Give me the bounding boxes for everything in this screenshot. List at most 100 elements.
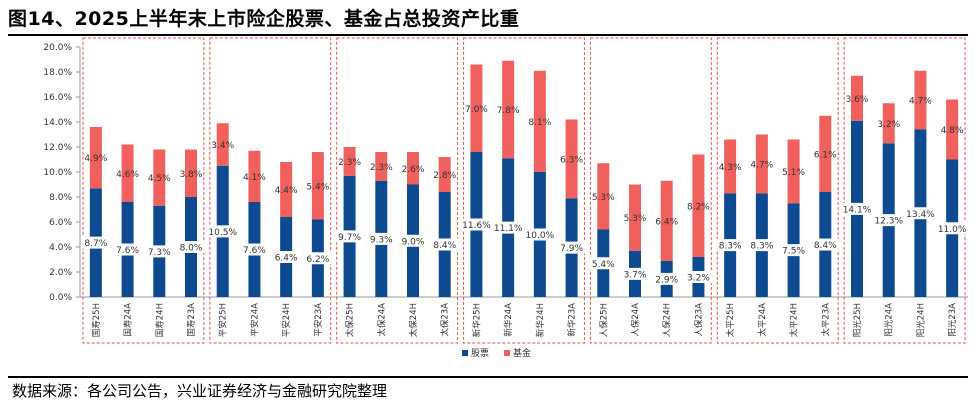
stock-data-label: 7.6% [116,246,139,256]
fund-data-label: 2.8% [433,171,456,181]
bar-fund [248,150,261,202]
stock-label-bg [112,243,143,256]
bar-fund [185,149,197,197]
fund-data-label: 6.3% [560,155,583,165]
fund-data-label: 4.9% [84,154,107,164]
stock-data-label: 8.3% [750,242,773,252]
y-tick-label: 8.0% [49,193,72,203]
fund-data-label: 5.3% [624,214,647,224]
stock-data-label: 7.9% [560,244,583,254]
fund-data-label: 5.1% [782,168,805,178]
stock-data-label: 8.0% [180,244,203,254]
fund-data-label: 7.8% [497,106,520,116]
stock-label-bg [207,225,238,238]
bar-fund [851,75,863,121]
x-tick-label: 平安24A [249,303,260,337]
fund-data-label: 4.7% [750,160,773,170]
fund-data-label: 3.2% [877,120,900,130]
x-tick-label: 太平23A [820,303,831,337]
x-tick-label: 人保23A [693,303,704,337]
stock-data-label: 7.5% [782,247,805,257]
bar-fund [660,180,673,261]
stock-data-label: 6.4% [275,254,298,264]
bar-fund [565,119,578,199]
y-tick-label: 6.0% [49,218,72,228]
x-tick-label: 国寿23A [186,303,197,337]
y-tick-label: 2.0% [49,268,72,278]
stock-data-label: 11.1% [494,224,523,234]
legend-label-stock: 股票 [471,348,489,359]
stock-data-label: 6.2% [306,255,329,265]
x-tick-label: 阳光23A [947,303,958,337]
fund-data-label: 4.1% [243,173,266,183]
bar-fund [914,70,927,130]
legend-label-fund: 基金 [513,347,531,359]
stock-label-bg [937,222,968,235]
x-tick-label: 新华24A [503,303,514,337]
company-group-box [716,37,839,344]
fund-data-label: 4.8% [941,126,964,136]
stacked-bar-chart: 0.0% 2.0% 4.0% 6.0% 8.0% 10.0% 12.0% 14.0% 16.0%… [43,37,968,359]
stock-label-bg [366,232,397,245]
fund-data-label: 6.4% [655,217,678,227]
stock-label-bg [80,236,111,249]
stock-data-label: 10.5% [208,228,237,238]
fund-data-label: 4.4% [275,186,298,196]
stock-data-label: 12.3% [874,217,903,227]
stock-label-bg [271,251,302,263]
x-tick-label: 太保24A [376,303,387,337]
stock-data-label: 9.7% [338,233,361,243]
company-group-box [463,37,585,344]
stock-label-bg [493,221,524,234]
x-tick-label: 新华25H [471,303,482,337]
x-tick-label: 太平24H [789,303,800,337]
x-tick-label: 国寿24A [123,303,134,337]
stock-label-bg [461,218,492,231]
bar-fund [755,134,768,194]
stock-label-bg [524,228,555,241]
stock-label-bg [334,230,365,243]
y-tick-label: 4.0% [49,243,72,253]
stock-label-bg [144,245,175,258]
bar-fund [470,64,483,152]
fund-data-label: 4.6% [116,170,139,180]
fund-data-label: 5.4% [306,182,329,192]
stock-label-bg [905,207,936,220]
title-divider [8,34,968,36]
x-tick-label: 人保25H [598,303,609,337]
x-tick-label: 太保23A [440,303,451,337]
bar-fund [629,184,641,251]
y-tick-label: 12.0% [43,143,72,153]
stock-label-bg [176,241,206,253]
bar-fund [343,147,356,176]
stock-label-bg [398,234,428,247]
y-tick-label: 16.0% [43,93,72,103]
stock-data-label: 8.3% [719,242,742,252]
stock-label-bg [746,239,777,252]
x-tick-label: 太平25H [725,303,736,337]
bar-fund [280,162,293,217]
stock-label-bg [683,271,714,283]
stock-data-label: 9.3% [370,235,393,245]
company-group-box [589,37,712,344]
bar-fund [787,139,800,204]
x-tick-label: 人保24A [630,303,641,337]
y-tick-label: 14.0% [43,118,72,128]
x-tick-label: 新华24H [535,303,546,337]
stock-data-label: 11.6% [462,221,491,231]
bar-fund [502,60,515,159]
y-tick-label: 20.0% [43,43,72,53]
bar-fund [946,99,959,160]
stock-data-label: 8.4% [814,241,837,251]
x-tick-label: 太平24A [757,303,768,337]
stock-data-label: 14.1% [843,205,872,215]
stock-label-bg [873,214,904,227]
fund-data-label: 3.4% [211,141,234,151]
chart-title: 图14、2025上半年末上市险企股票、基金占总投资产比重 [8,8,520,30]
fund-data-label: 3.6% [846,95,869,105]
stock-label-bg [651,272,682,285]
stock-data-label: 2.9% [655,275,678,285]
fund-data-label: 5.3% [592,193,615,203]
bar-fund [153,149,166,206]
bar-fund [438,157,451,192]
